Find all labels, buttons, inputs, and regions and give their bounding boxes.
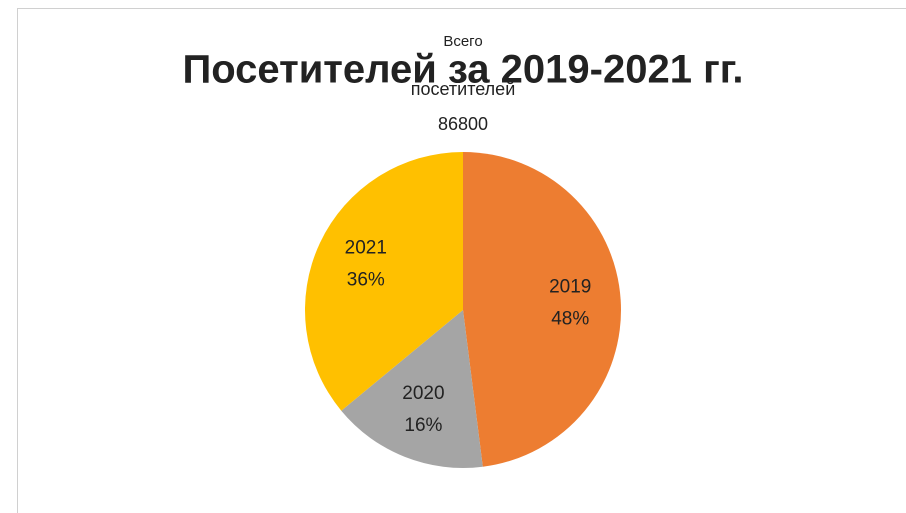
- total: 86800: [438, 114, 488, 134]
- slice-value-label: 36%: [347, 269, 385, 290]
- slice-category-label: 2020: [402, 383, 444, 404]
- slice-category-label: 2019: [549, 276, 591, 297]
- pie-slice: [341, 310, 483, 468]
- slice-value-label: 16%: [404, 415, 442, 436]
- pie-slice: [305, 152, 463, 411]
- slice-value-label: 48%: [551, 308, 589, 329]
- annotation: посетителей: [411, 79, 516, 99]
- pie: [305, 152, 622, 468]
- slice-category-label: 2021: [345, 237, 387, 258]
- annotation: Всего: [443, 33, 482, 50]
- pie-slice: [463, 152, 622, 467]
- chart-title: Посетителей за 2019-2021 гг.: [182, 48, 743, 92]
